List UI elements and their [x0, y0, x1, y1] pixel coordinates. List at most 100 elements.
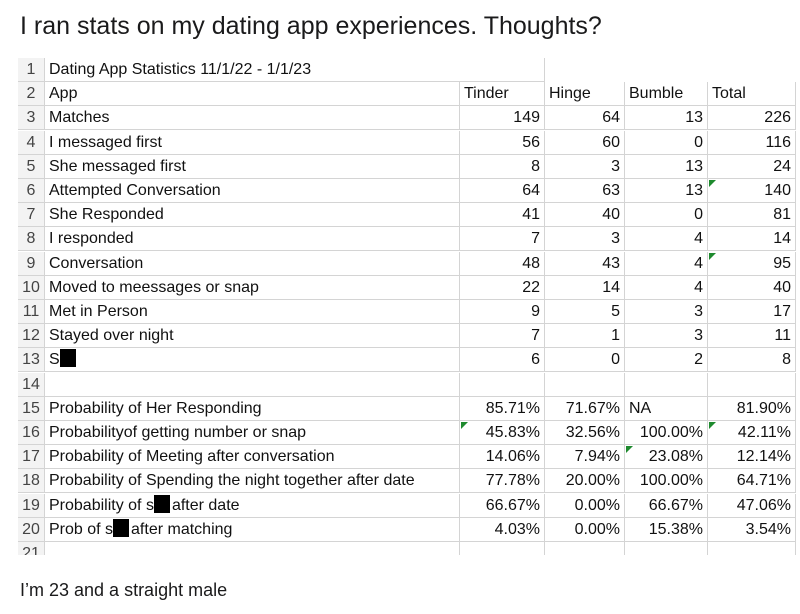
cell: I responded	[45, 227, 460, 252]
cell: Hinge	[545, 82, 625, 107]
cell: Conversation	[45, 251, 460, 276]
cell: 3	[545, 227, 625, 252]
cell: 77.78%	[460, 469, 545, 494]
cell: 64	[545, 106, 625, 131]
row-number: 19	[18, 493, 45, 518]
cell: 40	[708, 275, 796, 300]
cell: 140	[708, 179, 796, 203]
cell	[45, 542, 460, 555]
cell-text: after matching	[131, 520, 233, 538]
cell	[708, 542, 796, 555]
cell: 81	[708, 203, 796, 228]
cell: 20.00%	[545, 469, 625, 494]
cell: 42.11%	[708, 421, 796, 445]
row-number: 17	[18, 445, 45, 470]
cell: Probability of Her Responding	[45, 396, 460, 421]
cell: Prob of s after matching	[45, 517, 460, 542]
cell: 4	[625, 251, 708, 276]
cell: 3	[625, 300, 708, 324]
cell: Matches	[45, 106, 460, 131]
cell: 13	[625, 179, 708, 203]
cell: 14.06%	[460, 445, 545, 470]
cell	[625, 542, 708, 555]
row-number: 2	[18, 82, 45, 107]
cell: 14	[545, 275, 625, 300]
row-number: 21	[18, 542, 45, 555]
cell: 47.06%	[708, 493, 796, 518]
cell: 8	[460, 154, 545, 179]
cell: 3.54%	[708, 517, 796, 542]
cell: 71.67%	[545, 396, 625, 421]
cell-text: Prob of s	[49, 520, 114, 538]
cell: 5	[545, 300, 625, 324]
cell: 85.71%	[460, 396, 545, 421]
cell: 17	[708, 300, 796, 324]
row-number: 16	[18, 421, 45, 445]
cell	[45, 372, 460, 397]
error-flag	[709, 252, 716, 260]
cell: 7	[460, 324, 545, 349]
row-number: 10	[18, 275, 45, 300]
row-number: 6	[18, 179, 45, 203]
redaction	[113, 518, 130, 537]
cell: Bumble	[625, 82, 708, 107]
cell	[460, 542, 545, 555]
row-number: 14	[18, 372, 45, 397]
cell: 226	[708, 106, 796, 131]
cell: 45.83%	[460, 421, 545, 445]
cell: She messaged first	[45, 154, 460, 179]
spreadsheet: 1 Dating App Statistics 11/1/22 - 1/1/23 2…	[18, 58, 796, 555]
cell	[625, 372, 708, 397]
cell: 0	[625, 203, 708, 228]
cell: 11	[708, 324, 796, 349]
row-number: 3	[18, 106, 45, 131]
cell	[545, 542, 625, 555]
cell: 0.00%	[545, 517, 625, 542]
error-flag	[709, 180, 716, 187]
cell: Attempted Conversation	[45, 179, 460, 203]
cell: 23.08%	[625, 445, 708, 470]
cell: 32.56%	[545, 421, 625, 445]
cell: 64	[460, 179, 545, 203]
cell: Probability of s after date	[45, 493, 460, 518]
row-number: 7	[18, 203, 45, 228]
cell: 116	[708, 130, 796, 155]
cell: 149	[460, 106, 545, 131]
cell: 60	[545, 130, 625, 155]
cell: 0	[625, 130, 708, 155]
cell: 4	[625, 227, 708, 252]
error-flag	[709, 422, 716, 429]
cell: 6	[460, 348, 545, 373]
row-number: 12	[18, 324, 45, 349]
cell: 22	[460, 275, 545, 300]
cell: Stayed over night	[45, 324, 460, 349]
row-number: 13	[18, 348, 45, 373]
cell-text: Probability of s	[49, 496, 154, 514]
cell: 4.03%	[460, 517, 545, 542]
row-number: 1	[18, 58, 45, 82]
cell: Moved to meessages or snap	[45, 275, 460, 300]
error-flag	[461, 422, 468, 429]
cell	[460, 372, 545, 397]
cell: 0.00%	[545, 493, 625, 518]
post-title: I ran stats on my dating app experiences…	[20, 12, 602, 40]
row-number: 18	[18, 469, 45, 494]
cell: 41	[460, 203, 545, 228]
cell: 56	[460, 130, 545, 155]
cell: Probabilityof getting number or snap	[45, 421, 460, 445]
cell	[708, 372, 796, 397]
error-flag	[626, 446, 633, 454]
cell: 7	[460, 227, 545, 252]
cell: 40	[545, 203, 625, 228]
cell: App	[45, 82, 460, 107]
cell: 63	[545, 179, 625, 203]
cell: 24	[708, 154, 796, 179]
cell: NA	[625, 396, 708, 421]
cell	[545, 372, 625, 397]
cell: 8	[708, 348, 796, 373]
cell: 9	[460, 300, 545, 324]
cell: 1	[545, 324, 625, 349]
cell: 0	[545, 348, 625, 373]
cell: Probability of Spending the night togeth…	[45, 469, 460, 494]
row-number: 15	[18, 396, 45, 421]
